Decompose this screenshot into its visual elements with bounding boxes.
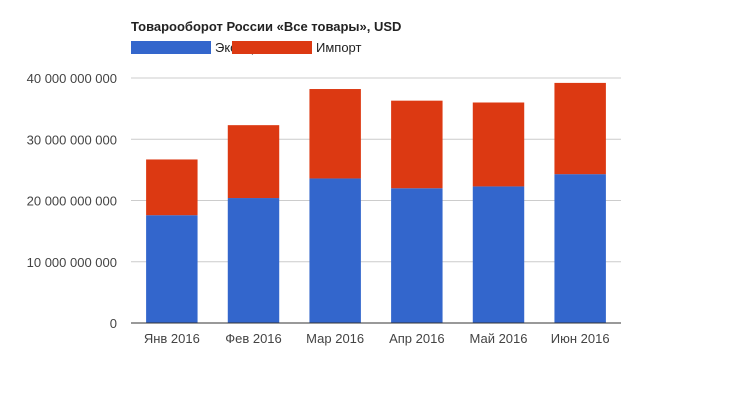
chart-title: Товарооборот России «Все товары», USD [131,19,401,34]
gridlines [131,77,621,263]
bar-export-4[interactable] [472,186,525,323]
bar-import-2[interactable] [309,89,361,179]
y-axis: 0 10 000 000 000 20 000 000 000 30 000 000 … [27,71,117,331]
bar-export-2[interactable] [309,178,361,323]
x-axis: Янв 2016 Фев 2016 Мар 2016 Апр 2016 Май 2016… [144,331,610,346]
bar-export-5[interactable] [554,174,606,323]
y-tick-label: 40 000 000 000 [27,71,117,86]
bar-import-3[interactable] [391,100,443,189]
y-tick-label: 30 000 000 000 [27,132,117,147]
bars [146,82,606,323]
y-tick-label: 0 [110,316,117,331]
legend-label-1: Импорт [316,40,361,55]
bar-import-0[interactable] [146,159,198,216]
x-tick-label: Апр 2016 [389,331,444,346]
bar-export-1[interactable] [227,198,280,323]
legend-swatch-0 [131,41,211,54]
bar-export-3[interactable] [391,188,443,323]
bar-import-5[interactable] [554,82,606,175]
x-tick-label: Янв 2016 [144,331,200,346]
bar-export-0[interactable] [146,215,198,323]
legend-swatch-1 [232,41,312,54]
bar-import-4[interactable] [472,102,525,187]
legend: ЭкспортИмпорт [131,40,361,55]
x-tick-label: Май 2016 [470,331,528,346]
x-tick-label: Мар 2016 [306,331,364,346]
x-tick-label: Июн 2016 [551,331,610,346]
y-tick-label: 20 000 000 000 [27,194,117,209]
bar-import-1[interactable] [227,125,280,199]
y-tick-label: 10 000 000 000 [27,255,117,270]
x-tick-label: Фев 2016 [225,331,282,346]
